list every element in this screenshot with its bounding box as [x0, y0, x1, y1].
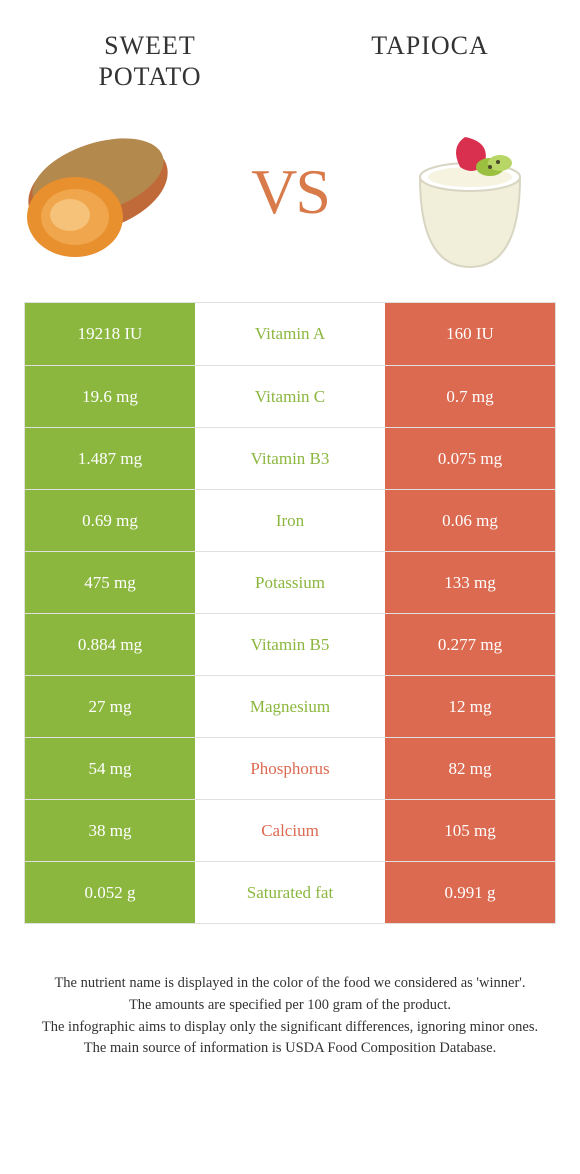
table-row: 1.487 mgVitamin B30.075 mg	[25, 427, 555, 489]
left-title-line1: Sweet	[104, 31, 196, 60]
left-title-line2: potato	[98, 62, 201, 91]
left-value-cell: 19.6 mg	[25, 365, 195, 427]
nutrient-label: Saturated fat	[195, 861, 385, 923]
right-value-cell: 12 mg	[385, 675, 555, 737]
left-value-cell: 38 mg	[25, 799, 195, 861]
table-row: 0.884 mgVitamin B50.277 mg	[25, 613, 555, 675]
nutrient-label: Vitamin B5	[195, 613, 385, 675]
nutrient-label: Phosphorus	[195, 737, 385, 799]
footer-line-3: The infographic aims to display only the…	[34, 1018, 546, 1038]
right-value-cell: 105 mg	[385, 799, 555, 861]
right-value-cell: 0.7 mg	[385, 365, 555, 427]
left-value-cell: 19218 IU	[25, 303, 195, 365]
nutrient-label: Vitamin B3	[195, 427, 385, 489]
footer-notes: The nutrient name is displayed in the co…	[0, 924, 580, 1058]
nutrient-label: Magnesium	[195, 675, 385, 737]
nutrient-label: Vitamin C	[195, 365, 385, 427]
right-food-title: Tapioca	[340, 30, 520, 92]
nutrient-label: Iron	[195, 489, 385, 551]
footer-line-1: The nutrient name is displayed in the co…	[34, 974, 546, 994]
right-value-cell: 0.075 mg	[385, 427, 555, 489]
table-row: 38 mgCalcium105 mg	[25, 799, 555, 861]
nutrient-label: Vitamin A	[195, 303, 385, 365]
right-value-cell: 0.991 g	[385, 861, 555, 923]
left-value-cell: 1.487 mg	[25, 427, 195, 489]
left-value-cell: 0.052 g	[25, 861, 195, 923]
table-row: 19218 IUVitamin A160 IU	[25, 303, 555, 365]
right-value-cell: 0.06 mg	[385, 489, 555, 551]
table-row: 19.6 mgVitamin C0.7 mg	[25, 365, 555, 427]
vs-label: VS	[251, 155, 329, 229]
left-value-cell: 475 mg	[25, 551, 195, 613]
left-value-cell: 0.69 mg	[25, 489, 195, 551]
right-value-cell: 160 IU	[385, 303, 555, 365]
table-row: 0.052 gSaturated fat0.991 g	[25, 861, 555, 923]
right-title: Tapioca	[371, 31, 489, 60]
table-row: 27 mgMagnesium12 mg	[25, 675, 555, 737]
tapioca-icon	[390, 107, 550, 277]
header: Sweet potato Tapioca	[0, 0, 580, 102]
right-value-cell: 133 mg	[385, 551, 555, 613]
table-row: 54 mgPhosphorus82 mg	[25, 737, 555, 799]
left-value-cell: 27 mg	[25, 675, 195, 737]
footer-line-2: The amounts are specified per 100 gram o…	[34, 996, 546, 1016]
left-value-cell: 0.884 mg	[25, 613, 195, 675]
left-food-image	[20, 107, 200, 277]
nutrient-label: Calcium	[195, 799, 385, 861]
right-value-cell: 0.277 mg	[385, 613, 555, 675]
right-value-cell: 82 mg	[385, 737, 555, 799]
right-food-image	[380, 107, 560, 277]
table-row: 0.69 mgIron0.06 mg	[25, 489, 555, 551]
images-row: VS	[0, 102, 580, 302]
table-row: 475 mgPotassium133 mg	[25, 551, 555, 613]
left-food-title: Sweet potato	[60, 30, 240, 92]
left-value-cell: 54 mg	[25, 737, 195, 799]
footer-line-4: The main source of information is USDA F…	[34, 1039, 546, 1059]
sweet-potato-icon	[20, 117, 200, 267]
nutrient-label: Potassium	[195, 551, 385, 613]
comparison-table: 19218 IUVitamin A160 IU19.6 mgVitamin C0…	[24, 302, 556, 924]
